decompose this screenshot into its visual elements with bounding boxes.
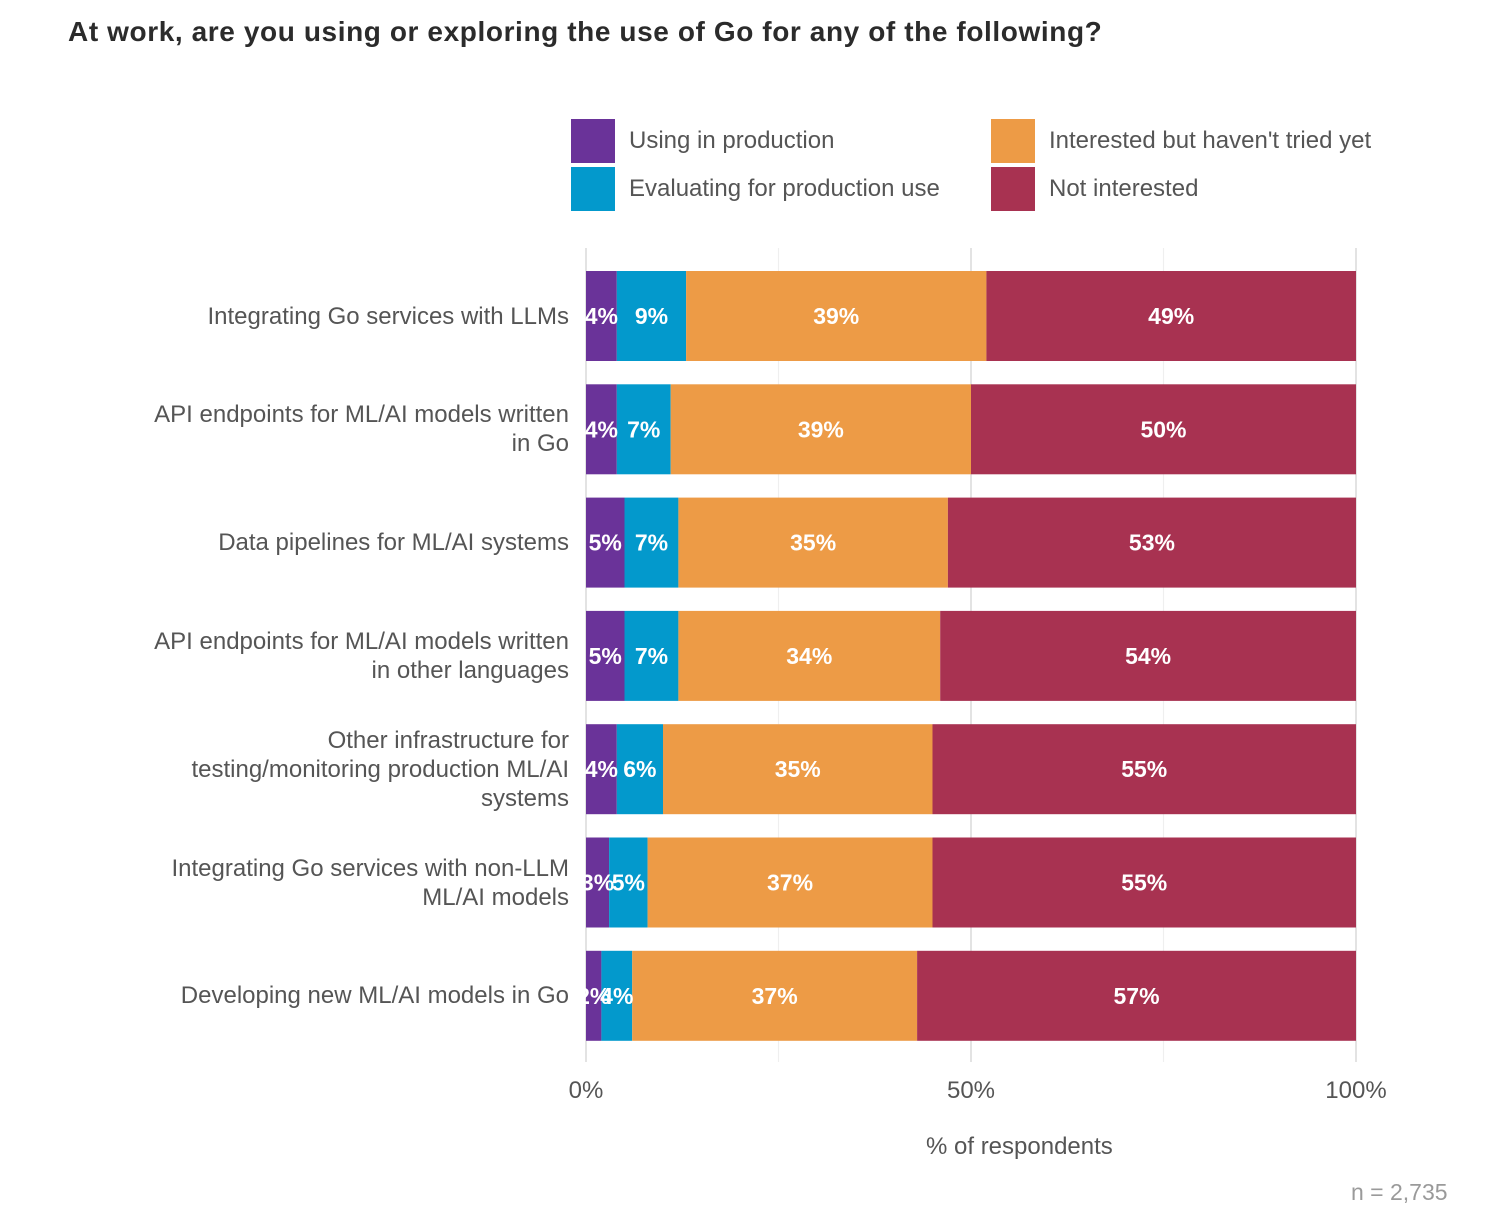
- row-label-4: Other infrastructure for testing/monitori…: [89, 726, 569, 813]
- data-label-row3-series2: 34%: [786, 643, 832, 669]
- legend-label-evaluating: Evaluating for production use: [629, 175, 940, 202]
- chart-title: At work, are you using or exploring the …: [68, 16, 1103, 47]
- bar-segment-row1-series3: [971, 384, 1356, 475]
- legend-label-not-interested: Not interested: [1049, 175, 1199, 202]
- bar-segment-row0-series3: [986, 271, 1356, 361]
- bar-segment-row2-series2: [678, 497, 948, 588]
- x-tick-label-100: 100%: [1325, 1077, 1386, 1104]
- row-label-5-line-1: ML/AI models: [422, 883, 569, 911]
- bar-segment-row5-series1: [609, 837, 648, 928]
- bar-segment-row4-series2: [663, 724, 933, 815]
- bar-segment-row1-series0: [586, 384, 617, 475]
- row-label-6: Developing new ML/AI models in Go: [89, 981, 569, 1010]
- bar-segment-row5-series3: [932, 837, 1356, 928]
- bar-segment-row6-series1: [601, 950, 633, 1041]
- bar-segment-row0-series1: [616, 271, 687, 361]
- bar-segment-row5-series2: [647, 837, 933, 928]
- x-axis-title: % of respondents: [926, 1133, 1113, 1160]
- row-label-4-line-1: testing/monitoring production ML/AI: [191, 755, 569, 783]
- row-label-0: Integrating Go services with LLMs: [89, 302, 570, 331]
- legend-swatch-interested: [991, 119, 1035, 163]
- bar-segment-row4-series0: [586, 724, 617, 815]
- bar-segment-row2-series0: [586, 497, 625, 588]
- data-label-row4-series3: 55%: [1121, 756, 1167, 782]
- bar-segment-row2-series3: [947, 497, 1356, 588]
- row-label-6-line-0: Developing new ML/AI models in Go: [180, 982, 569, 1010]
- x-tick-layer: 0% 50% 100%: [569, 1077, 1387, 1104]
- data-label-row5-series2: 37%: [767, 870, 813, 896]
- bar-segment-row3-series2: [678, 610, 941, 701]
- legend-swatch-not-interested: [991, 167, 1035, 211]
- row-label-5: Integrating Go services with non-LLM ML/A…: [89, 854, 569, 912]
- data-label-row5-series3: 55%: [1121, 870, 1167, 896]
- row-label-3-line-0: API endpoints for ML/AI models written: [154, 627, 569, 655]
- bar-segment-row3-series1: [624, 610, 679, 701]
- data-label-row2-series1: 7%: [635, 530, 668, 556]
- data-label-row2-series0: 5%: [589, 530, 622, 556]
- legend-swatch-using: [571, 119, 615, 163]
- data-label-row4-series2: 35%: [775, 756, 821, 782]
- sample-size-caption: n = 2,735: [1351, 1179, 1448, 1205]
- data-label-row6-series0: 2%: [577, 983, 610, 1009]
- row-label-1: API endpoints for ML/AI models written in…: [89, 400, 569, 458]
- data-label-row2-series2: 35%: [790, 530, 836, 556]
- bar-segment-row1-series2: [670, 384, 971, 475]
- data-label-row6-series1: 4%: [600, 983, 633, 1009]
- legend-swatch-evaluating: [571, 167, 615, 211]
- data-label-row0-series1: 9%: [635, 303, 668, 329]
- bar-layer: 4% 9% 39% 49% 4% 7% 39% 50% 5% 7% 35% 53% 5% 7% 34% 54%…: [577, 271, 1356, 1041]
- legend: Using in production Evaluating for produ…: [571, 119, 1471, 211]
- bar-segment-row5-series0: [586, 837, 610, 928]
- row-label-0-line-0: Integrating Go services with LLMs: [207, 302, 570, 330]
- data-label-row3-series3: 54%: [1125, 643, 1171, 669]
- row-label-3-line-1: in other languages: [371, 656, 569, 684]
- data-label-row2-series3: 53%: [1129, 530, 1175, 556]
- data-label-row5-series1: 5%: [612, 870, 645, 896]
- bar-segment-row2-series1: [624, 497, 679, 588]
- data-label-row4-series1: 6%: [623, 756, 656, 782]
- row-label-1-line-0: API endpoints for ML/AI models written: [154, 401, 569, 429]
- legend-item-evaluating: Evaluating for production use: [571, 167, 940, 211]
- row-label-4-line-2: systems: [480, 784, 569, 812]
- data-label-row0-series0: 4%: [585, 303, 618, 329]
- data-label-row1-series2: 39%: [798, 416, 844, 442]
- legend-label-interested: Interested but haven't tried yet: [1049, 127, 1372, 154]
- data-label-row0-series3: 49%: [1148, 303, 1194, 329]
- data-label-row1-series3: 50%: [1140, 416, 1186, 442]
- legend-item-not-interested: Not interested: [991, 167, 1198, 211]
- data-label-row1-series0: 4%: [585, 416, 618, 442]
- row-label-5-line-0: Integrating Go services with non-LLM: [171, 854, 569, 882]
- row-label-4-line-0: Other infrastructure for: [327, 726, 569, 754]
- bar-segment-row4-series3: [932, 724, 1356, 815]
- bar-segment-row1-series1: [616, 384, 671, 475]
- data-label-row3-series0: 5%: [589, 643, 622, 669]
- data-label-row0-series2: 39%: [813, 303, 859, 329]
- bar-segment-row6-series0: [586, 950, 602, 1041]
- legend-label-using: Using in production: [629, 127, 835, 154]
- bar-segment-row3-series3: [940, 610, 1356, 701]
- data-label-row4-series0: 4%: [585, 756, 618, 782]
- data-label-row3-series1: 7%: [635, 643, 668, 669]
- bar-segment-row0-series2: [686, 271, 987, 361]
- data-label-row6-series3: 57%: [1114, 983, 1160, 1009]
- bar-segment-row0-series0: [586, 271, 617, 361]
- row-label-1-line-1: in Go: [511, 430, 569, 458]
- data-label-row6-series2: 37%: [752, 983, 798, 1009]
- bar-segment-row3-series0: [586, 610, 625, 701]
- bar-segment-row6-series3: [917, 950, 1356, 1041]
- legend-item-using: Using in production: [571, 119, 834, 163]
- row-label-3: API endpoints for ML/AI models written in…: [89, 627, 569, 685]
- bar-segment-row4-series1: [616, 724, 663, 815]
- row-label-2: Data pipelines for ML/AI systems: [89, 528, 569, 557]
- x-tick-label-50: 50%: [947, 1077, 995, 1104]
- data-label-row5-series0: 3%: [581, 870, 614, 896]
- x-tick-label-0: 0%: [569, 1077, 604, 1104]
- row-label-2-line-0: Data pipelines for ML/AI systems: [218, 529, 569, 557]
- data-label-row1-series1: 7%: [627, 416, 660, 442]
- legend-item-interested: Interested but haven't tried yet: [991, 119, 1371, 163]
- bar-segment-row6-series2: [632, 950, 918, 1041]
